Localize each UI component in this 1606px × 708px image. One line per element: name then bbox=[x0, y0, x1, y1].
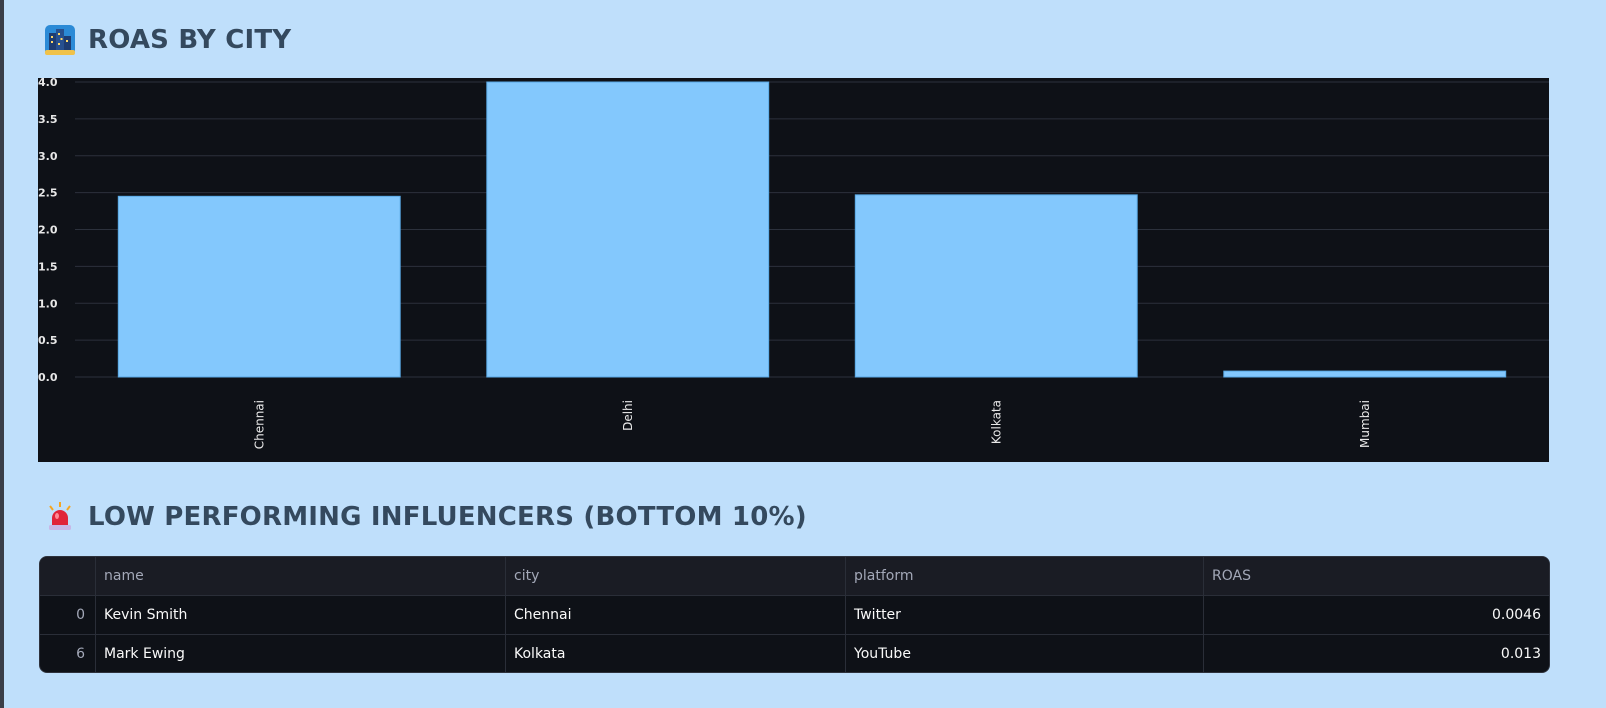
city-cell[interactable]: Kolkata bbox=[506, 635, 846, 672]
table-row[interactable]: 0 Kevin Smith Chennai Twitter 0.0046 bbox=[40, 596, 1549, 635]
y-tick-label: 0.0 bbox=[38, 371, 58, 384]
app-left-edge bbox=[0, 0, 4, 708]
column-header-roas[interactable]: ROAS bbox=[1212, 568, 1251, 584]
section-title-text: LOW PERFORMING INFLUENCERS (BOTTOM 10%) bbox=[88, 502, 807, 532]
bar-delhi[interactable] bbox=[486, 81, 770, 378]
roas-cell[interactable]: 0.0046 bbox=[1492, 607, 1541, 623]
chart-canvas: 0.0 0.5 1.0 1.5 2.0 2.5 3.0 3.5 4.0 Chennai Delhi K… bbox=[38, 78, 1549, 449]
roas-cell[interactable]: 0.013 bbox=[1500, 646, 1541, 662]
x-tick-label: Mumbai bbox=[1358, 400, 1372, 448]
x-tick-label: Chennai bbox=[252, 400, 266, 449]
name-cell[interactable]: Mark Ewing bbox=[96, 635, 506, 672]
police-light-icon bbox=[49, 502, 71, 530]
y-tick-label: 1.0 bbox=[38, 297, 58, 310]
y-tick-label: 3.0 bbox=[38, 150, 58, 163]
row-index-cell[interactable]: 6 bbox=[40, 635, 96, 672]
table-row[interactable]: 6 Mark Ewing Kolkata YouTube 0.013 bbox=[40, 635, 1549, 672]
city-cell[interactable]: Chennai bbox=[506, 596, 846, 634]
cityscape-icon bbox=[45, 25, 75, 55]
x-tick-label: Kolkata bbox=[989, 400, 1003, 444]
bar-kolkata[interactable] bbox=[854, 194, 1138, 378]
y-tick-label: 2.5 bbox=[38, 187, 58, 200]
y-tick-label: 4.0 bbox=[38, 78, 58, 89]
platform-cell[interactable]: YouTube bbox=[846, 635, 1204, 672]
column-header-index[interactable] bbox=[40, 557, 96, 595]
y-tick-label: 1.5 bbox=[38, 260, 58, 273]
y-tick-label: 3.5 bbox=[38, 113, 58, 126]
section-title-text: ROAS BY CITY bbox=[88, 25, 292, 55]
column-header-platform[interactable]: platform bbox=[846, 557, 1204, 595]
row-index-cell[interactable]: 0 bbox=[40, 596, 96, 634]
bar-chennai[interactable] bbox=[117, 195, 401, 378]
name-cell[interactable]: Kevin Smith bbox=[96, 596, 506, 634]
low-performers-heading: LOW PERFORMING INFLUENCERS (BOTTOM 10%) bbox=[44, 501, 807, 533]
table-header-row: name city platform ROAS bbox=[40, 557, 1549, 596]
platform-cell[interactable]: Twitter bbox=[846, 596, 1204, 634]
low-performers-table[interactable]: name city platform ROAS 0 Kevin Smith Ch… bbox=[39, 556, 1550, 673]
y-tick-label: 0.5 bbox=[38, 334, 58, 347]
y-tick-label: 2.0 bbox=[38, 224, 58, 237]
column-header-name[interactable]: name bbox=[96, 557, 506, 595]
column-header-city[interactable]: city bbox=[506, 557, 846, 595]
x-tick-label: Delhi bbox=[621, 400, 635, 431]
roas-bar-chart[interactable]: 0.0 0.5 1.0 1.5 2.0 2.5 3.0 3.5 4.0 Chennai Delhi K… bbox=[38, 78, 1549, 462]
roas-by-city-heading: ROAS BY CITY bbox=[44, 24, 291, 56]
bar-mumbai[interactable] bbox=[1223, 370, 1507, 378]
